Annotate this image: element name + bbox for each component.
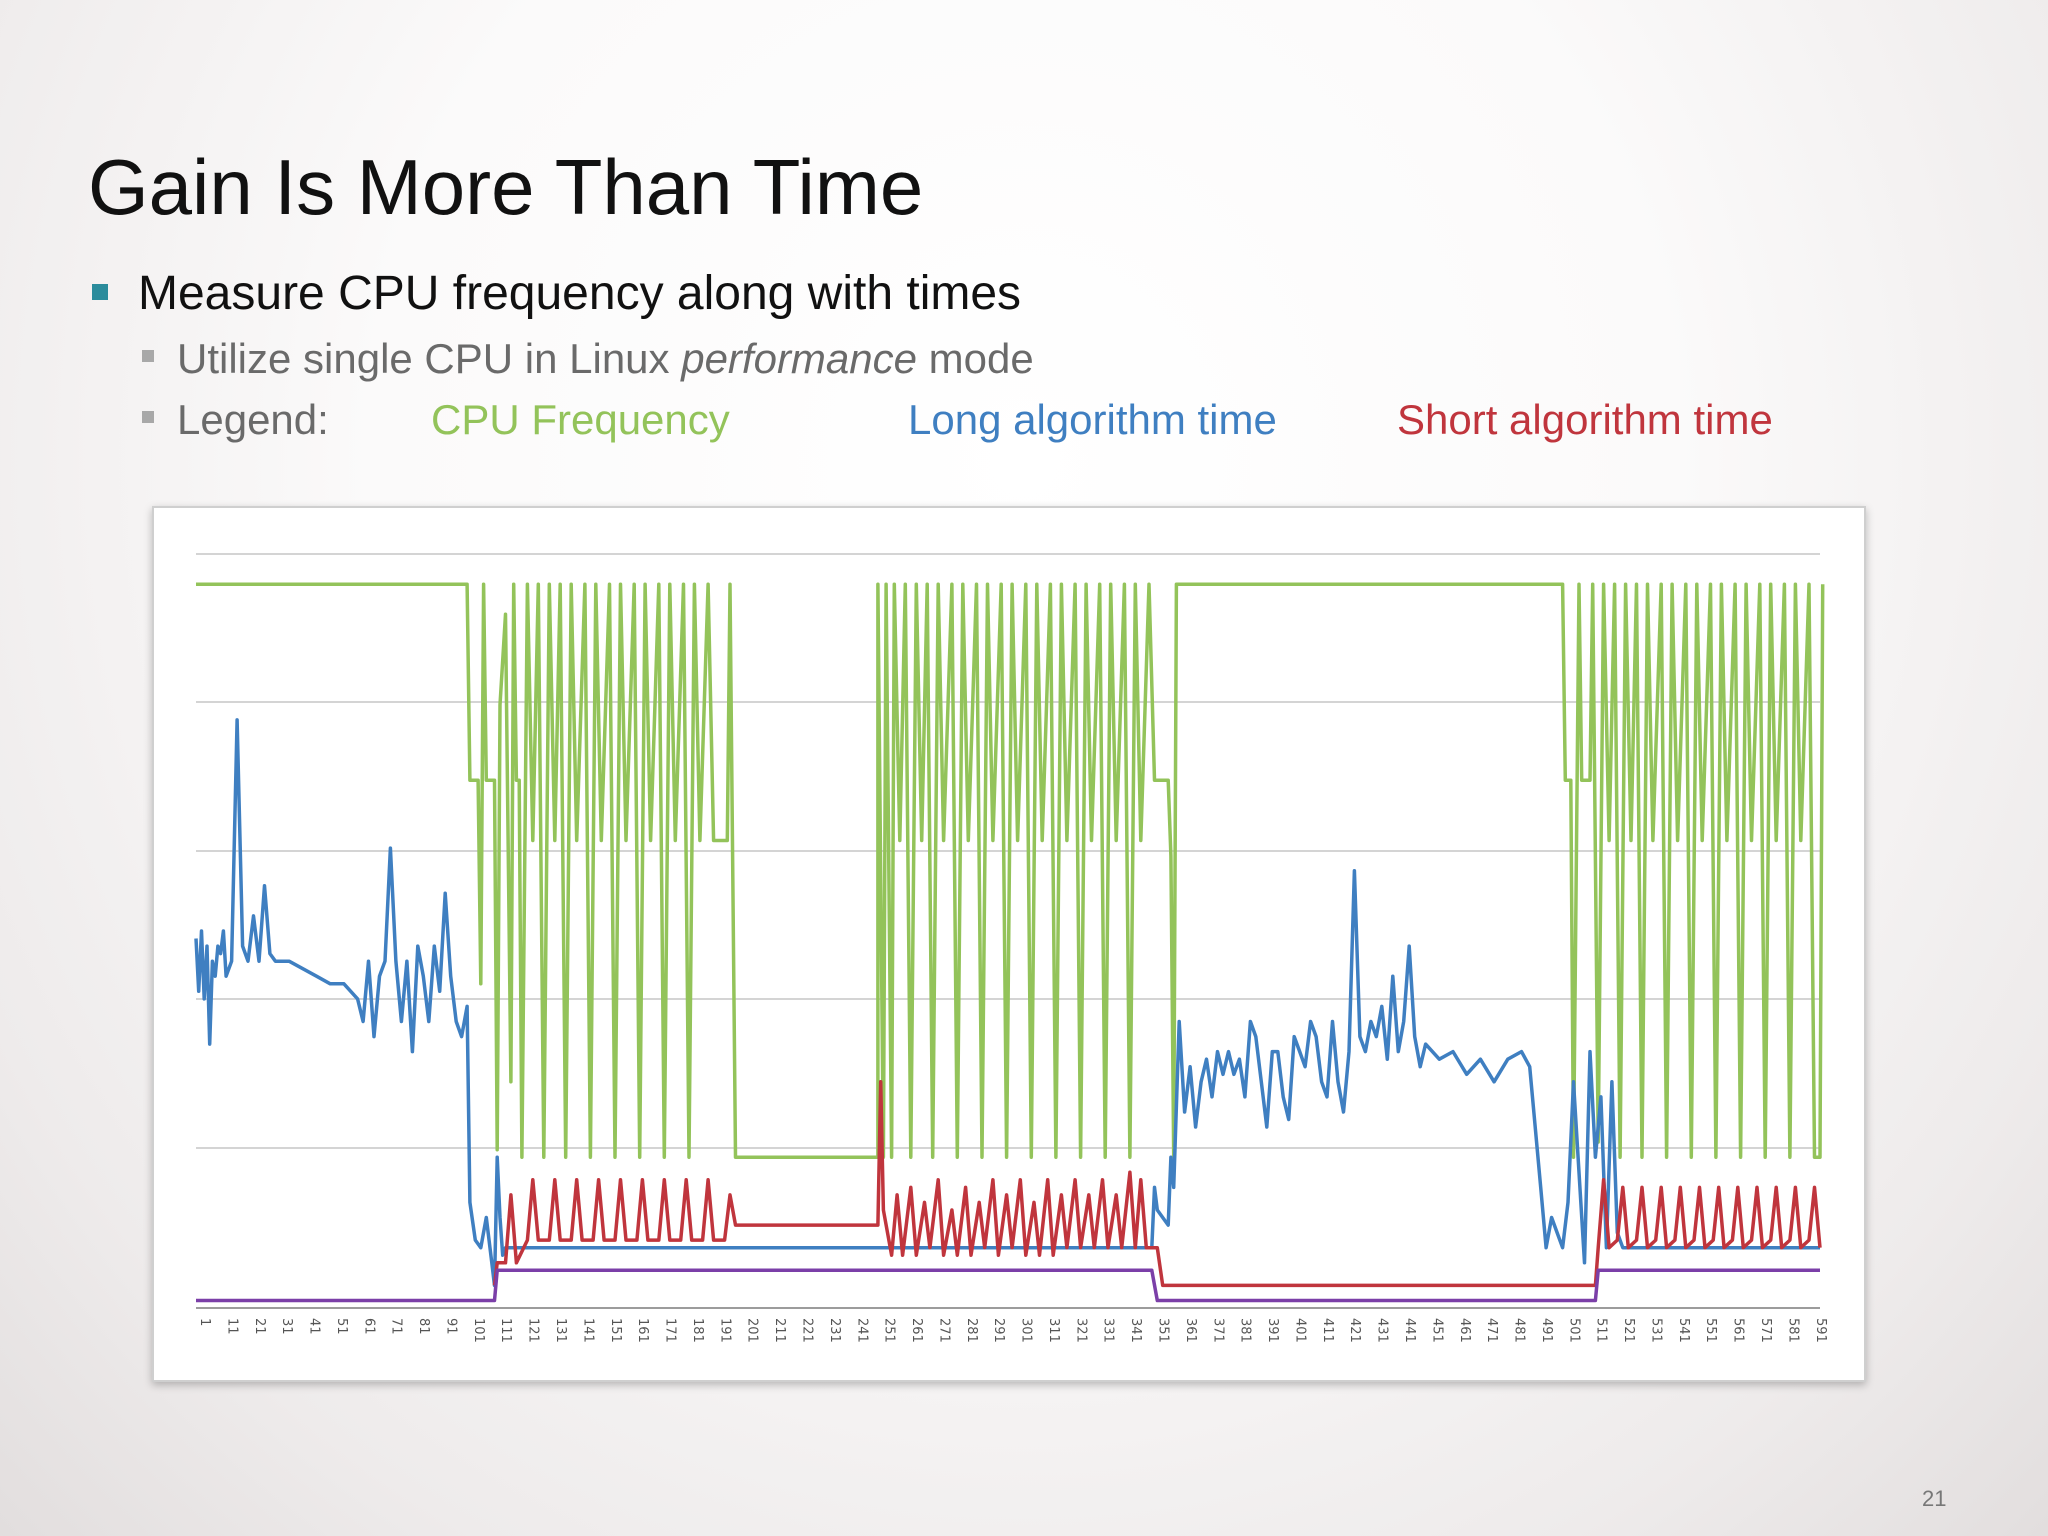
sub-bullet-text-b: mode	[917, 335, 1034, 382]
x-tick-label: 411	[1320, 1318, 1335, 1343]
line-chart: 1 11 21 31 41 51 61 71 81 91 101 111 121 131 141 151 161…	[194, 553, 1828, 1343]
x-tick-label: 41	[307, 1318, 322, 1335]
legend-cpu-frequency: CPU Frequency	[431, 396, 730, 443]
x-tick-label: 351	[1156, 1318, 1171, 1343]
x-tick-label: 471	[1484, 1318, 1499, 1343]
x-tick-label: 21	[252, 1318, 267, 1335]
x-tick-label: 61	[361, 1318, 376, 1335]
x-tick-label: 131	[553, 1318, 568, 1343]
x-tick-label: 511	[1594, 1318, 1609, 1343]
x-tick-label: 161	[635, 1318, 650, 1343]
x-tick-label: 91	[444, 1318, 459, 1335]
x-tick-label: 191	[717, 1318, 732, 1343]
x-tick-label: 311	[1046, 1318, 1061, 1343]
sub-bullet-emphasis: performance	[681, 335, 917, 382]
sub-bullet-text-a: Utilize single CPU in Linux	[177, 335, 682, 382]
x-tick-label: 341	[1128, 1318, 1143, 1343]
x-tick-label: 371	[1210, 1318, 1225, 1343]
sub-bullet-performance: Utilize single CPU in Linux performance …	[177, 338, 1034, 380]
x-tick-label: 361	[1183, 1318, 1198, 1343]
x-tick-label: 71	[389, 1318, 404, 1335]
x-tick-label: 541	[1676, 1318, 1691, 1343]
x-tick-label: 381	[1238, 1318, 1253, 1343]
x-tick-label: 81	[416, 1318, 431, 1335]
x-tick-label: 111	[498, 1318, 513, 1343]
x-tick-label: 171	[663, 1318, 678, 1343]
x-tick-label: 231	[827, 1318, 842, 1343]
x-tick-label: 281	[964, 1318, 979, 1343]
series-line-short-algorithm-time	[492, 1080, 1822, 1288]
x-tick-label: 401	[1292, 1318, 1307, 1343]
x-tick-label: 11	[224, 1318, 239, 1335]
x-tick-label: 221	[800, 1318, 815, 1343]
slide-title: Gain Is More Than Time	[88, 143, 924, 231]
series-line-cpu-frequency	[196, 582, 1825, 1159]
x-tick-label: 211	[772, 1318, 787, 1343]
legend-label: Legend:	[177, 396, 329, 443]
x-tick-label: 181	[690, 1318, 705, 1343]
x-tick-label: 331	[1101, 1318, 1116, 1343]
x-tick-label: 141	[580, 1318, 595, 1343]
x-tick-label: 391	[1265, 1318, 1280, 1343]
x-tick-label: 101	[471, 1318, 486, 1343]
x-tick-label: 451	[1429, 1318, 1444, 1343]
sub-bullet-square	[142, 411, 154, 423]
legend-long-algorithm-time: Long algorithm time	[908, 396, 1277, 443]
x-tick-label: 301	[1019, 1318, 1034, 1343]
legend-short-algorithm-time: Short algorithm time	[1397, 396, 1773, 443]
x-tick-label: 501	[1566, 1318, 1581, 1343]
series-line-long-algorithm-time	[194, 718, 1820, 1288]
x-tick-label: 571	[1758, 1318, 1773, 1343]
chart-panel: 1 11 21 31 41 51 61 71 81 91 101 111 121 131 141 151 161…	[152, 506, 1866, 1382]
x-tick-label: 431	[1375, 1318, 1390, 1343]
bullet-square	[92, 284, 108, 300]
x-tick-label: 551	[1703, 1318, 1718, 1343]
x-tick-label: 51	[334, 1318, 349, 1335]
page-number: 21	[1922, 1486, 1947, 1511]
x-tick-label: 521	[1621, 1318, 1636, 1343]
x-tick-label: 201	[745, 1318, 760, 1343]
x-tick-label: 481	[1512, 1318, 1527, 1343]
series-line-baseline	[196, 1268, 1820, 1303]
x-tick-label: 561	[1731, 1318, 1746, 1343]
x-tick-label: 31	[279, 1318, 294, 1335]
x-tick-label: 421	[1347, 1318, 1362, 1343]
x-tick-label: 291	[991, 1318, 1006, 1343]
x-tick-label: 121	[526, 1318, 541, 1343]
x-tick-label: 251	[882, 1318, 897, 1343]
x-tick-label: 531	[1649, 1318, 1664, 1343]
x-tick-label: 441	[1402, 1318, 1417, 1343]
x-tick-label: 591	[1813, 1318, 1828, 1343]
bullet-text: Measure CPU frequency along with times	[138, 267, 1022, 320]
x-tick-label: 1	[197, 1318, 212, 1326]
x-tick-label: 491	[1539, 1318, 1554, 1343]
x-tick-label: 241	[854, 1318, 869, 1343]
x-tick-label: 321	[1073, 1318, 1088, 1343]
sub-bullet-square	[142, 350, 154, 362]
x-tick-label: 461	[1457, 1318, 1472, 1343]
x-tick-label: 261	[909, 1318, 924, 1343]
x-tick-label: 151	[608, 1318, 623, 1343]
x-tick-label: 271	[936, 1318, 951, 1343]
x-tick-label: 581	[1785, 1318, 1800, 1343]
